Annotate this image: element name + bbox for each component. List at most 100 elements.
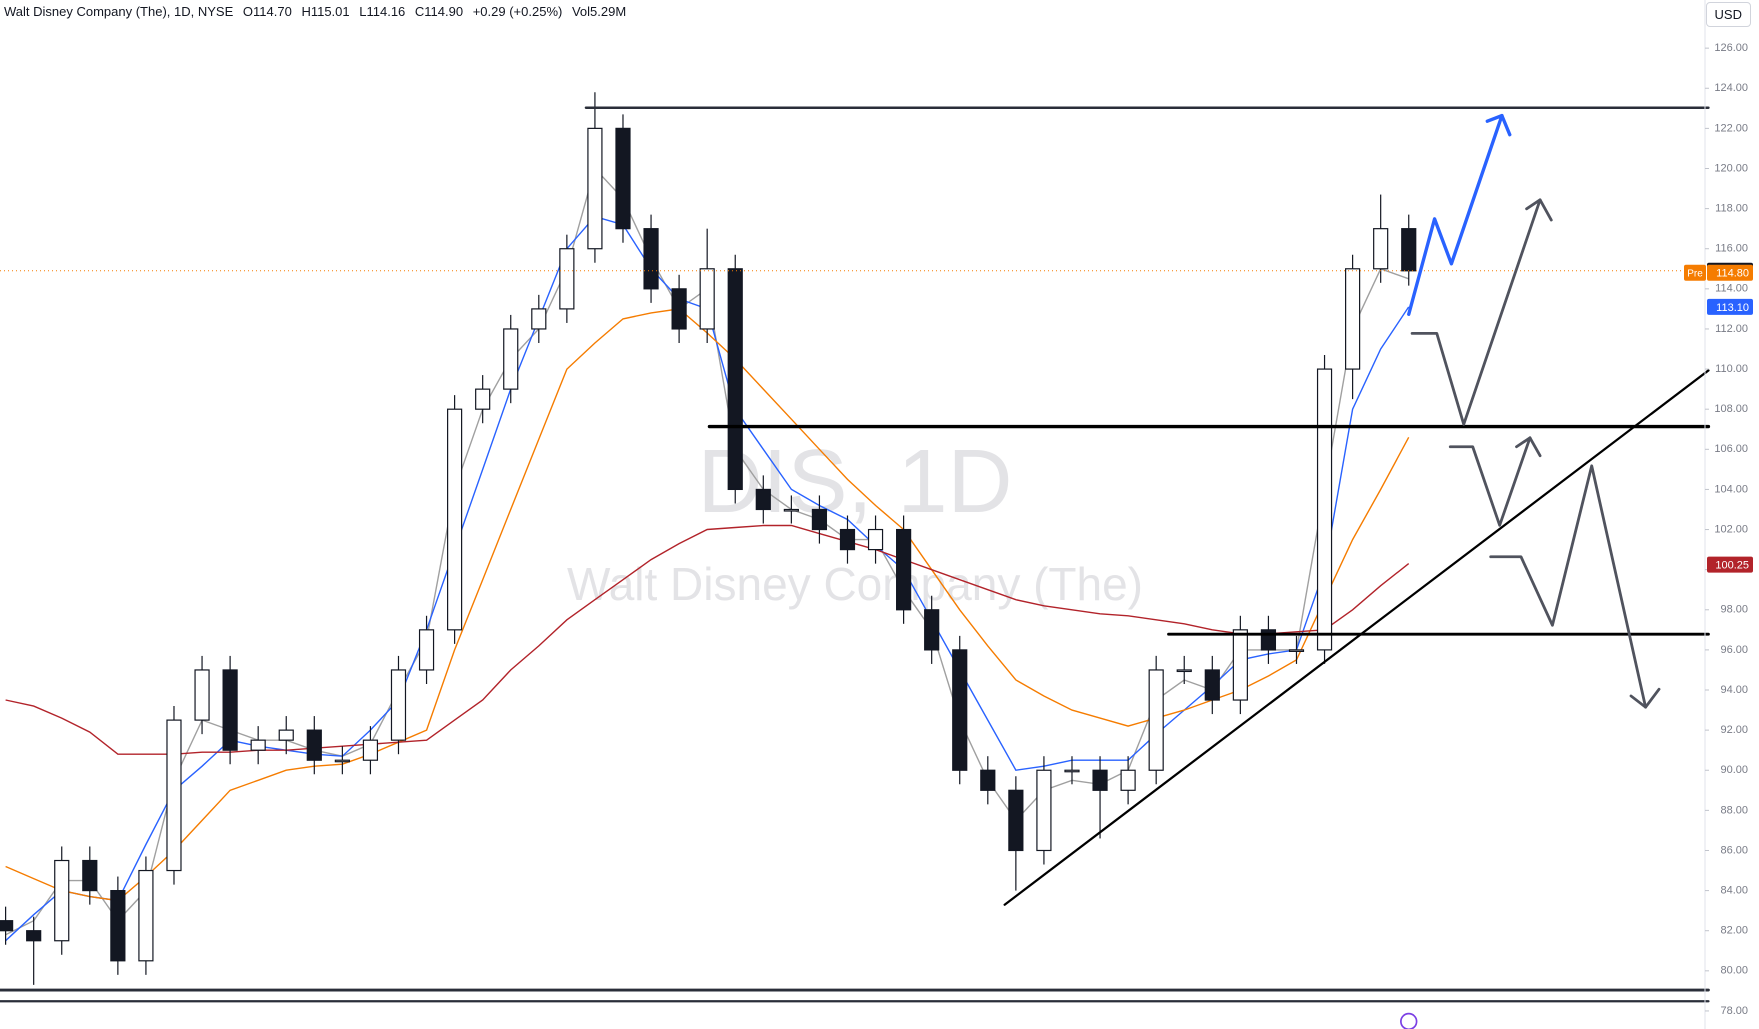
candle-body <box>138 869 154 962</box>
projection-arrow <box>1410 198 1542 426</box>
symbol: Walt Disney Company (The), 1D, NYSE <box>4 4 234 19</box>
y-tick-label: 86.00 <box>1720 844 1748 856</box>
price-label-box <box>1707 556 1753 573</box>
candle-body <box>1232 629 1248 701</box>
price-label-prefix: Pre <box>1687 268 1703 279</box>
candle-body <box>559 248 575 310</box>
ohlc-key: H <box>301 4 311 19</box>
plot <box>0 92 1705 985</box>
candle-body <box>110 889 126 962</box>
candle-body <box>1008 789 1024 852</box>
candle-body <box>54 859 70 942</box>
y-tick-label: 120.00 <box>1714 162 1748 174</box>
y-tick-label: 102.00 <box>1714 523 1748 535</box>
assistant-icon[interactable] <box>1400 1012 1418 1029</box>
price-label-tag <box>1684 264 1706 281</box>
candle-body <box>952 649 968 771</box>
candle-body <box>82 859 98 892</box>
volume: 5.29M <box>590 4 627 19</box>
candle-body <box>1204 669 1220 701</box>
y-tick-label: 108.00 <box>1714 403 1748 415</box>
candle-body <box>1036 769 1052 852</box>
candle-body <box>727 268 743 491</box>
y-tick-label: 116.00 <box>1715 243 1748 255</box>
candle-body <box>390 669 407 741</box>
ohlc-value: 114.70 <box>253 4 292 19</box>
y-tick-label: 98.00 <box>1720 604 1748 616</box>
candle-body <box>334 759 350 763</box>
candle-body <box>1092 769 1108 791</box>
change: +0.29 (+0.25%) <box>472 4 563 19</box>
price-label-box <box>1707 264 1753 281</box>
projection-arrow <box>1448 436 1532 527</box>
price-label: 100.25 <box>1715 560 1749 572</box>
y-tick-label: 118.00 <box>1715 203 1748 215</box>
candle-body <box>615 127 631 230</box>
candle-body <box>839 528 856 551</box>
y-tick-label: 82.00 <box>1720 925 1748 937</box>
ohlc-value: 114.90 <box>424 4 464 19</box>
candle-body <box>1120 769 1136 791</box>
drawings <box>0 106 1711 1029</box>
candle-body <box>1176 669 1192 673</box>
candle-body <box>222 669 238 751</box>
projection-arrow <box>1407 113 1504 316</box>
candle-body <box>362 739 379 761</box>
candle-body <box>194 669 210 721</box>
y-tick-label: 124.00 <box>1714 82 1748 94</box>
projection-arrow <box>1489 464 1647 709</box>
candle-body <box>980 769 996 791</box>
candle-body <box>250 739 266 751</box>
candle-body <box>166 719 182 872</box>
y-tick-label: 92.00 <box>1720 724 1748 736</box>
candle-body <box>1316 368 1333 651</box>
candle-body <box>447 408 463 631</box>
ohlc-key: L <box>359 4 367 19</box>
trend-line <box>1003 369 1710 906</box>
y-tick-label: 94.00 <box>1720 684 1748 696</box>
price-label: 114.80 <box>1716 268 1749 280</box>
candle-body <box>783 508 799 512</box>
volume-key: Vol <box>571 4 591 19</box>
candle-body <box>587 127 603 250</box>
arrow-head <box>1515 436 1542 458</box>
candle-body <box>418 629 435 671</box>
candle-body <box>811 508 828 531</box>
price-axis: 78.00 80.00 82.00 84.00 86.00 88.00 90.00 92.00… <box>1684 0 1753 1029</box>
candle-body <box>867 528 884 551</box>
y-tick-label: 90.00 <box>1720 764 1748 776</box>
price-label-box <box>1707 298 1753 315</box>
moving-average <box>5 524 1410 755</box>
y-tick-label: 122.00 <box>1714 122 1748 134</box>
candle-body <box>643 228 659 290</box>
y-tick-label: 112.00 <box>1715 323 1748 335</box>
candle-body <box>896 528 912 611</box>
candle-body <box>755 488 771 511</box>
watermark-ticker: DIS, 1D <box>697 432 1012 532</box>
candle-body <box>924 609 940 651</box>
ohlc-value: 114.16 <box>366 4 406 19</box>
arrow-head <box>1485 113 1512 137</box>
y-tick-label: 126.00 <box>1714 42 1748 54</box>
candle-body <box>699 268 715 330</box>
currency-button[interactable]: USD <box>1705 2 1751 27</box>
y-tick-label: 78.00 <box>1720 1005 1748 1017</box>
candle-body <box>531 308 547 330</box>
ohlc-key: O <box>242 4 254 19</box>
y-tick-label: 114.00 <box>1715 283 1748 295</box>
candle-body <box>1401 228 1417 272</box>
candle-body <box>278 729 294 741</box>
arrow-head <box>1629 687 1661 709</box>
y-tick-label: 84.00 <box>1720 885 1748 897</box>
candle-body <box>1373 228 1389 270</box>
candle-body <box>26 930 42 942</box>
price-label: 113.10 <box>1716 302 1749 314</box>
candle-body <box>1064 769 1080 773</box>
candle-body <box>1148 669 1164 771</box>
y-tick-label: 96.00 <box>1720 644 1748 656</box>
ohlc-value: 115.01 <box>310 4 350 19</box>
y-tick-label: 104.00 <box>1714 483 1748 495</box>
candle-body <box>0 920 14 932</box>
